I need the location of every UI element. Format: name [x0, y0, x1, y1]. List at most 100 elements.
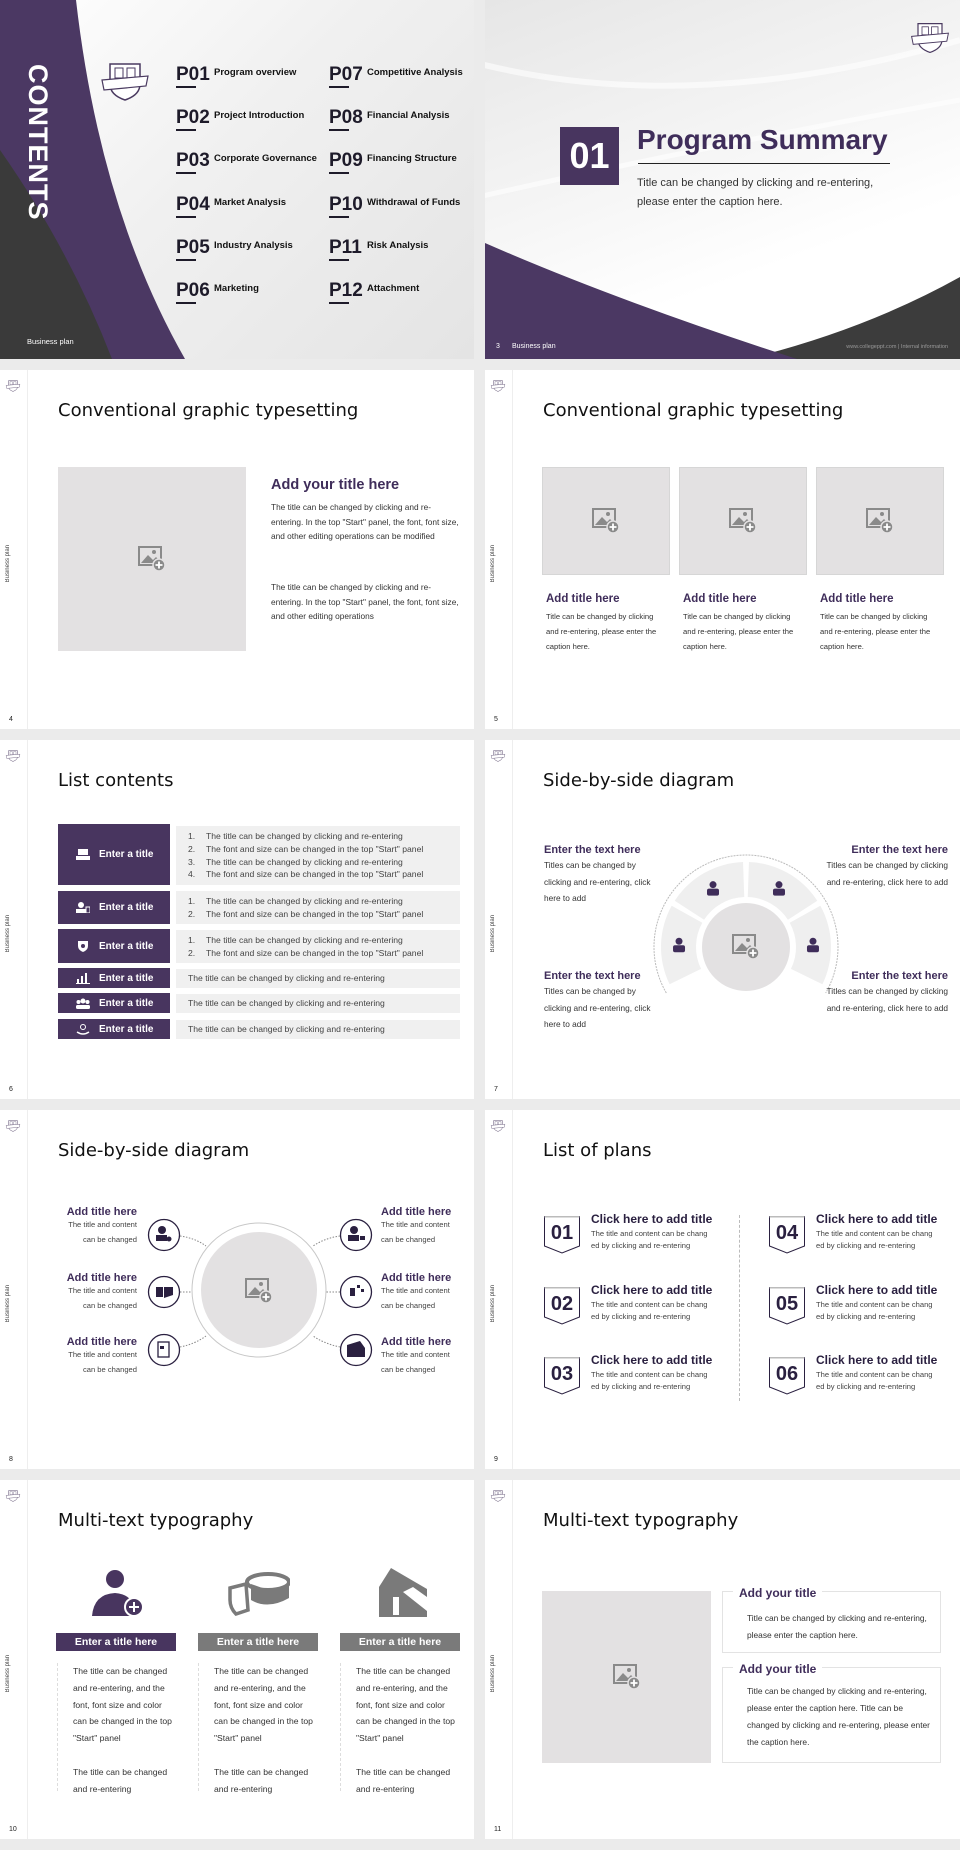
list-line: 2. The font and size can be changed in th…	[188, 908, 424, 919]
contents-item[interactable]: P01 Program overview	[176, 64, 296, 88]
hub-item[interactable]: Add title here The title and content can …	[40, 1336, 137, 1377]
center-divider	[739, 1215, 740, 1401]
section-title[interactable]: Program Summary	[637, 124, 888, 155]
title-underline	[638, 163, 890, 164]
slide-title[interactable]: List contents	[58, 770, 174, 791]
presentation-icon	[76, 849, 90, 860]
item-label: Corporate Governance	[214, 153, 317, 164]
list-line: 1. The title can be changed by clicking a…	[188, 831, 403, 842]
contents-item[interactable]: P11 Risk Analysis	[329, 237, 428, 261]
underline	[176, 172, 196, 174]
qr-scan-icon	[339, 1275, 373, 1309]
list-panel[interactable]: 1. The title can be changed by clicking a…	[176, 930, 460, 963]
column-header[interactable]: Enter a title here	[56, 1633, 176, 1651]
list-title-box[interactable]: Enter a title	[58, 993, 170, 1013]
image-placeholder[interactable]	[542, 1591, 711, 1763]
list-title-box[interactable]: Enter a title	[58, 1019, 170, 1039]
contents-item[interactable]: P05 Industry Analysis	[176, 237, 293, 261]
underline	[329, 129, 349, 131]
text-box[interactable]: Add your title Title can be changed by c…	[722, 1662, 941, 1763]
contents-item[interactable]: P09 Financing Structure	[329, 150, 457, 174]
slide-title[interactable]: Conventional graphic typesetting	[58, 400, 359, 421]
slide-title[interactable]: Side-by-side diagram	[543, 770, 735, 791]
slide-side-by-side-ring[interactable]: Business plan 7 Side-by-side diagram Ent…	[485, 740, 960, 1099]
list-line: 2. The font and size can be changed in th…	[188, 843, 424, 854]
image-placeholder[interactable]	[679, 467, 807, 575]
section-caption[interactable]: Title can be changed by clicking and re-…	[637, 177, 874, 208]
column-text[interactable]: The title can be changed and re-entering…	[57, 1663, 175, 1794]
contents-item[interactable]: P08 Financial Analysis	[329, 107, 450, 131]
contents-item[interactable]: P06 Marketing	[176, 280, 259, 304]
card[interactable]: Add title here Title can be changed by cl…	[683, 593, 805, 654]
person-cycle-icon	[673, 937, 686, 953]
item-label: Risk Analysis	[367, 240, 429, 251]
contents-item[interactable]: P03 Corporate Governance	[176, 150, 317, 174]
slide-contents[interactable]: CONTENTS Business plan P01 Program overvi…	[0, 0, 474, 359]
plan-title: Click here to add title	[591, 1283, 713, 1297]
column-header[interactable]: Enter a title here	[340, 1633, 460, 1651]
hub-item[interactable]: Add title here The title and content can …	[40, 1272, 137, 1313]
list-title-box[interactable]: Enter a title	[58, 929, 170, 963]
list-panel[interactable]: The title can be changed by clicking and…	[176, 994, 460, 1013]
contents-item[interactable]: P04 Market Analysis	[176, 194, 286, 218]
slide-title[interactable]: Side-by-side diagram	[58, 1140, 250, 1161]
item-number: P10	[329, 194, 363, 215]
slide-side-by-side-hub[interactable]: Business plan 8 Side-by-side diagram Add…	[0, 1110, 474, 1469]
list-title-box[interactable]: Enter a title	[58, 824, 170, 885]
contents-item[interactable]: P02 Project Introduction	[176, 107, 304, 131]
list-line: The title can be changed by clicking and…	[188, 973, 385, 984]
text-block[interactable]: Enter the text here Titles can be changed…	[544, 844, 656, 907]
item-label: Competitive Analysis	[367, 67, 463, 78]
list-title-box[interactable]: Enter a title	[58, 891, 170, 924]
slide-title[interactable]: Conventional graphic typesetting	[543, 400, 844, 421]
underline	[329, 302, 349, 304]
contents-item[interactable]: P12 Attachment	[329, 280, 419, 304]
hub-item[interactable]: Add title here The title and content can …	[40, 1206, 137, 1247]
text-block[interactable]: Enter the text here Titles can be changed…	[825, 970, 948, 1016]
contents-item[interactable]: P10 Withdrawal of Funds	[329, 194, 460, 218]
slide-graphic-typesetting-1[interactable]: Business plan 4 Conventional graphic typ…	[0, 370, 474, 729]
paragraph[interactable]: The title can be changed by clicking and…	[271, 582, 459, 621]
add-image-icon	[613, 1664, 641, 1690]
image-placeholder[interactable]	[58, 467, 246, 651]
item-label: Withdrawal of Funds	[367, 197, 461, 208]
slide-title[interactable]: Multi-text typography	[58, 1510, 254, 1531]
card[interactable]: Add title here Title can be changed by cl…	[546, 593, 668, 654]
sidebar-divider	[512, 740, 513, 1099]
content-subtitle[interactable]: Add your title here	[271, 477, 400, 493]
image-placeholder[interactable]	[816, 467, 944, 575]
text-block[interactable]: Enter the text here Titles can be changed…	[825, 844, 948, 890]
list-title-box[interactable]: Enter a title	[58, 968, 170, 988]
list-line: The title can be changed by clicking and…	[188, 1024, 385, 1035]
column-header[interactable]: Enter a title here	[198, 1633, 318, 1651]
list-title: Enter a title	[99, 902, 154, 913]
text-box[interactable]: Add your title Title can be changed by c…	[722, 1586, 941, 1653]
slide-multi-text-columns[interactable]: Business plan 10 Multi-text typography E…	[0, 1480, 474, 1839]
slide-title[interactable]: Multi-text typography	[543, 1510, 739, 1531]
box-text: Title can be changed by clicking and re-…	[747, 1613, 927, 1640]
hub-item[interactable]: Add title here The title and content can …	[381, 1272, 474, 1313]
card[interactable]: Add title here Title can be changed by cl…	[820, 593, 942, 654]
hub-item[interactable]: Add title here The title and content can …	[381, 1206, 474, 1247]
column-text[interactable]: The title can be changed and re-entering…	[198, 1663, 316, 1794]
slide-title[interactable]: List of plans	[543, 1140, 652, 1161]
list-panel[interactable]: The title can be changed by clicking and…	[176, 1020, 460, 1039]
slide-program-summary[interactable]: 01 Program Summary Title can be changed …	[485, 0, 960, 359]
text-block[interactable]: Enter the text here Titles can be changed…	[544, 970, 656, 1033]
slide-list-of-plans[interactable]: Business plan 9 List of plans 01 Click he…	[485, 1110, 960, 1469]
sidebar-label: Business plan	[5, 915, 11, 953]
column-text[interactable]: The title can be changed and re-entering…	[340, 1663, 458, 1794]
slide-multi-text-boxes[interactable]: Business plan 11 Multi-text typography A…	[485, 1480, 960, 1839]
underline	[176, 86, 196, 88]
paragraph[interactable]: The title can be changed by clicking and…	[271, 502, 459, 541]
item-text: The title and content can be changed	[381, 1286, 450, 1310]
contents-item[interactable]: P07 Competitive Analysis	[329, 64, 463, 88]
list-panel[interactable]: 1. The title can be changed by clicking a…	[176, 826, 460, 885]
slide-graphic-typesetting-2[interactable]: Business plan 5 Conventional graphic typ…	[485, 370, 960, 729]
hub-item[interactable]: Add title here The title and content can …	[381, 1336, 474, 1377]
image-placeholder[interactable]	[542, 467, 670, 575]
list-panel[interactable]: The title can be changed by clicking and…	[176, 969, 460, 988]
slide-list-contents[interactable]: Business plan 6 List contents Enter a ti…	[0, 740, 474, 1099]
list-panel[interactable]: 1. The title can be changed by clicking a…	[176, 891, 460, 924]
contents-background-shape	[0, 0, 185, 359]
